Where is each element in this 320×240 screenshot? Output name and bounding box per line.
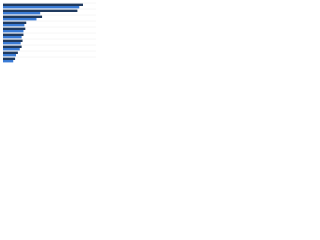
bar (3, 60, 14, 63)
bar (3, 57, 16, 60)
bar (3, 6, 80, 9)
bar (3, 51, 18, 54)
bar (3, 54, 17, 57)
bar (3, 27, 26, 30)
bar (3, 18, 37, 21)
bar (3, 12, 41, 15)
bar (3, 33, 24, 36)
bar (3, 45, 22, 48)
bar (3, 48, 20, 51)
bar (3, 24, 25, 27)
bar (3, 39, 23, 42)
bar (3, 42, 21, 45)
bar (3, 30, 24, 33)
bar (3, 21, 27, 24)
bar (3, 3, 83, 6)
bar (3, 9, 78, 12)
chart (0, 0, 100, 71)
bar (3, 36, 22, 39)
bar (3, 15, 43, 18)
